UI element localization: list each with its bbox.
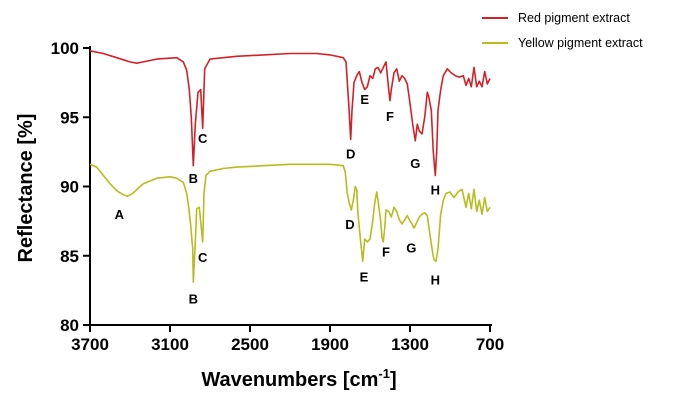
y-tick-label: 90: [60, 178, 79, 197]
x-tick-label: 700: [476, 335, 504, 354]
peak-label: D: [345, 217, 354, 232]
x-axis-title: Wavenumbers [cm-1]: [201, 366, 396, 391]
peak-label: D: [346, 146, 355, 161]
peak-label: B: [189, 171, 198, 186]
legend: Red pigment extract Yellow pigment extrac…: [482, 11, 643, 50]
x-tick-label: 3100: [151, 335, 189, 354]
x-axis-title-close: ]: [390, 369, 397, 391]
y-tick-label: 85: [60, 247, 79, 266]
peak-label: B: [189, 292, 198, 307]
peak-label: H: [431, 182, 440, 197]
x-tick-label: 3700: [71, 335, 109, 354]
y-tick-label: 100: [51, 39, 79, 58]
series-line-2: [89, 163, 491, 283]
peak-label: E: [360, 270, 369, 285]
y-axis-title: Reflectance [%]: [15, 114, 37, 263]
series-line-1: [89, 50, 491, 177]
peak-label: F: [382, 245, 390, 260]
series-group: [89, 50, 491, 283]
peak-label: G: [406, 240, 416, 255]
x-axis-title-text: Wavenumbers [cm: [201, 369, 378, 391]
peak-label: E: [360, 92, 369, 107]
peak-label: H: [431, 272, 440, 287]
peak-label: A: [115, 207, 125, 222]
legend-label: Red pigment extract: [518, 11, 630, 25]
peak-label: G: [410, 156, 420, 171]
x-tick-label: 1900: [311, 335, 349, 354]
legend-label: Yellow pigment extract: [518, 36, 643, 50]
y-axis: 100 95 90 85 80: [51, 39, 91, 335]
x-axis-title-superscript: -1: [378, 366, 390, 381]
y-tick-label: 80: [60, 316, 79, 335]
x-tick-label: 2500: [231, 335, 269, 354]
x-axis: 3700 3100 2500 1900 1300 700: [71, 324, 504, 354]
x-tick-label: 1300: [391, 335, 429, 354]
y-tick-label: 95: [60, 108, 79, 127]
peak-label: C: [198, 250, 208, 265]
peak-label: C: [198, 131, 208, 146]
peak-label: F: [386, 109, 394, 124]
